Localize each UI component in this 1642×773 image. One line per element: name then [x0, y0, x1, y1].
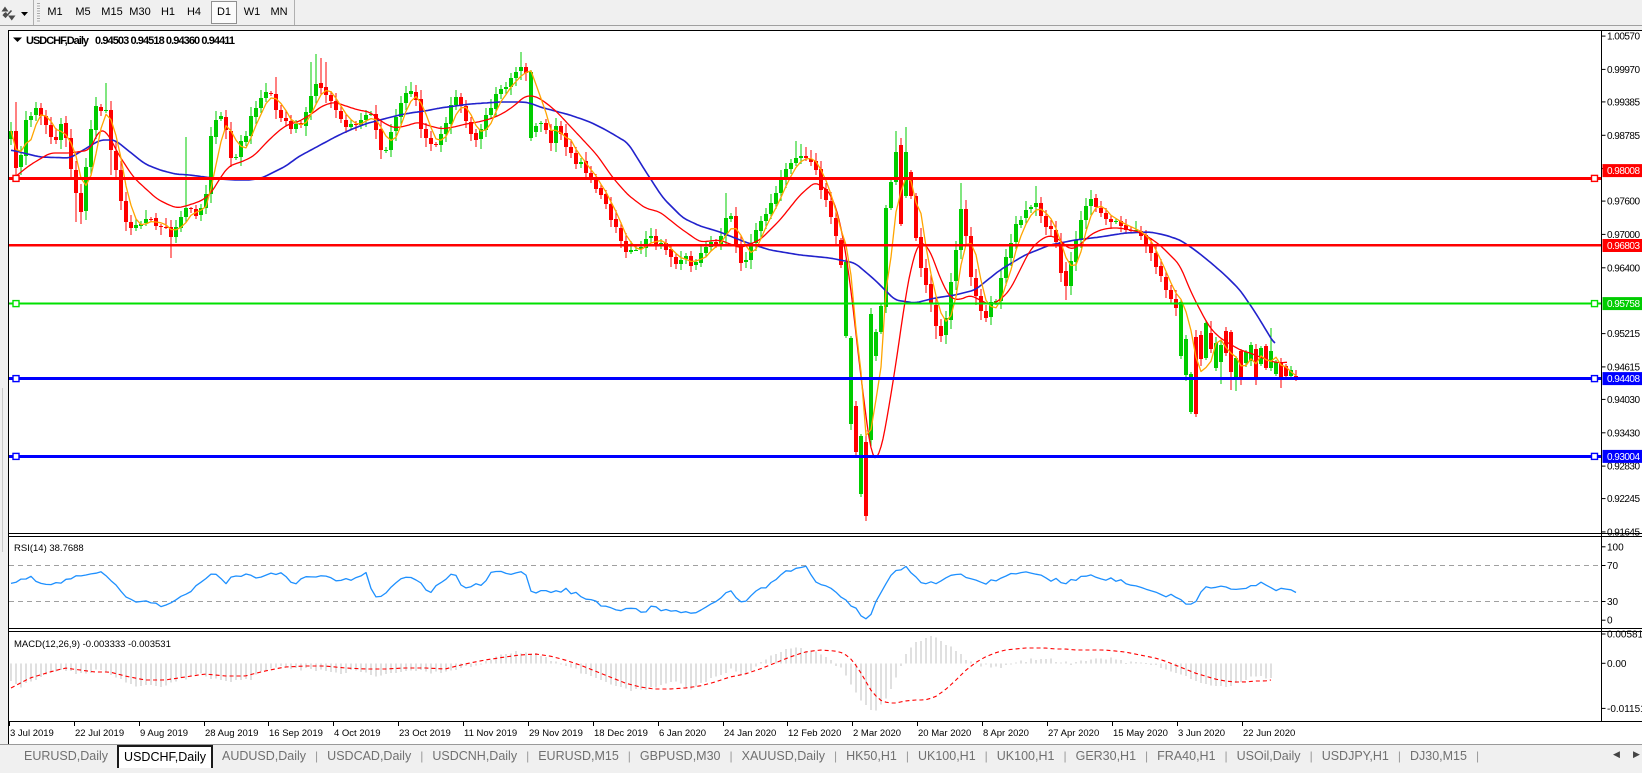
svg-text:6 Jan 2020: 6 Jan 2020: [659, 728, 706, 739]
svg-text:1.00570: 1.00570: [1607, 32, 1640, 43]
svg-text:0.94615: 0.94615: [1607, 362, 1640, 373]
svg-text:18 Dec 2019: 18 Dec 2019: [594, 728, 648, 739]
svg-text:8 Apr 2020: 8 Apr 2020: [983, 728, 1029, 739]
svg-text:0.00: 0.00: [1607, 659, 1627, 670]
svg-text:0.94408: 0.94408: [1607, 374, 1640, 385]
svg-text:0.92245: 0.92245: [1607, 494, 1640, 505]
svg-text:22 Jul 2019: 22 Jul 2019: [75, 728, 124, 739]
svg-text:3 Jun 2020: 3 Jun 2020: [1178, 728, 1225, 739]
svg-text:28 Aug 2019: 28 Aug 2019: [205, 728, 258, 739]
svg-text:23 Oct 2019: 23 Oct 2019: [399, 728, 451, 739]
svg-text:16 Sep 2019: 16 Sep 2019: [269, 728, 323, 739]
svg-text:0.92830: 0.92830: [1607, 462, 1640, 473]
svg-text:0.99385: 0.99385: [1607, 97, 1640, 108]
svg-text:30: 30: [1607, 597, 1619, 608]
svg-text:RSI(14) 38.7688: RSI(14) 38.7688: [14, 543, 84, 554]
svg-text:3 Jul 2019: 3 Jul 2019: [10, 728, 54, 739]
svg-text:29 Nov 2019: 29 Nov 2019: [529, 728, 583, 739]
svg-text:USDCHF,Daily: USDCHF,Daily: [26, 35, 90, 47]
svg-text:0.98008: 0.98008: [1607, 166, 1640, 177]
svg-text:15 May 2020: 15 May 2020: [1113, 728, 1168, 739]
svg-text:0.96400: 0.96400: [1607, 263, 1640, 274]
svg-text:24 Jan 2020: 24 Jan 2020: [724, 728, 776, 739]
svg-text:0: 0: [1607, 616, 1613, 627]
svg-text:100: 100: [1607, 542, 1624, 553]
svg-text:20 Mar 2020: 20 Mar 2020: [918, 728, 971, 739]
svg-text:0.95215: 0.95215: [1607, 329, 1640, 340]
svg-text:4 Oct 2019: 4 Oct 2019: [334, 728, 380, 739]
svg-text:0.95758: 0.95758: [1607, 299, 1640, 310]
svg-text:0.93430: 0.93430: [1607, 428, 1640, 439]
svg-text:70: 70: [1607, 561, 1619, 572]
svg-text:0.98785: 0.98785: [1607, 131, 1640, 142]
svg-text:11 Nov 2019: 11 Nov 2019: [464, 728, 517, 739]
svg-text:-0.011514: -0.011514: [1607, 704, 1642, 715]
svg-text:22 Jun 2020: 22 Jun 2020: [1243, 728, 1295, 739]
svg-text:9 Aug 2019: 9 Aug 2019: [140, 728, 188, 739]
svg-text:0.99970: 0.99970: [1607, 65, 1640, 76]
svg-text:0.97600: 0.97600: [1607, 197, 1640, 208]
svg-text:12 Feb 2020: 12 Feb 2020: [788, 728, 841, 739]
svg-text:0.94503 0.94518 0.94360 0.9441: 0.94503 0.94518 0.94360 0.94411: [95, 35, 235, 47]
svg-text:MACD(12,26,9) -0.003333 -0.003: MACD(12,26,9) -0.003333 -0.003531: [14, 639, 171, 650]
svg-text:2 Mar 2020: 2 Mar 2020: [853, 728, 901, 739]
svg-text:0.005818: 0.005818: [1607, 630, 1642, 641]
svg-text:0.96803: 0.96803: [1607, 241, 1640, 252]
svg-text:0.94030: 0.94030: [1607, 395, 1640, 406]
svg-text:27 Apr 2020: 27 Apr 2020: [1048, 728, 1099, 739]
svg-text:0.91645: 0.91645: [1607, 527, 1640, 538]
svg-text:0.93004: 0.93004: [1607, 452, 1640, 463]
